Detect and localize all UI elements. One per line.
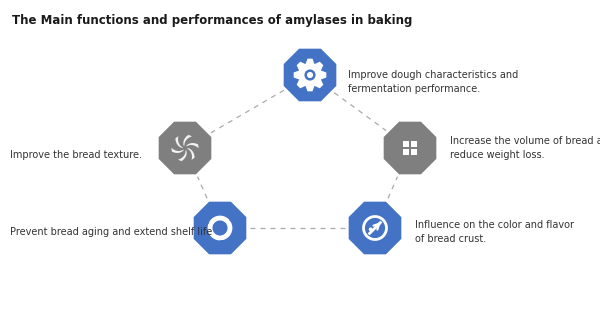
Polygon shape xyxy=(220,235,223,240)
Polygon shape xyxy=(403,149,409,155)
Polygon shape xyxy=(347,200,403,256)
Polygon shape xyxy=(192,200,248,256)
Circle shape xyxy=(304,70,316,81)
Polygon shape xyxy=(157,120,213,176)
Polygon shape xyxy=(208,223,213,226)
Polygon shape xyxy=(411,141,416,147)
Text: Prevent bread aging and extend shelf life: Prevent bread aging and extend shelf lif… xyxy=(10,227,212,237)
Polygon shape xyxy=(178,150,187,161)
Polygon shape xyxy=(172,148,184,153)
Polygon shape xyxy=(186,143,199,148)
Text: Improve the bread texture.: Improve the bread texture. xyxy=(10,150,142,160)
Text: Increase the volume of bread and
reduce weight loss.: Increase the volume of bread and reduce … xyxy=(450,136,600,160)
Text: The Main functions and performances of amylases in baking: The Main functions and performances of a… xyxy=(12,14,412,27)
Polygon shape xyxy=(293,59,326,91)
Polygon shape xyxy=(184,135,192,146)
Circle shape xyxy=(369,227,373,231)
Polygon shape xyxy=(175,136,182,148)
Polygon shape xyxy=(282,47,338,103)
Text: Influence on the color and flavor
of bread crust.: Influence on the color and flavor of bre… xyxy=(415,220,574,244)
Polygon shape xyxy=(382,120,438,176)
Polygon shape xyxy=(411,149,416,155)
Polygon shape xyxy=(187,148,194,160)
Polygon shape xyxy=(225,219,229,223)
Circle shape xyxy=(307,72,313,78)
Text: Improve dough characteristics and
fermentation performance.: Improve dough characteristics and fermen… xyxy=(348,70,518,94)
Polygon shape xyxy=(403,141,409,147)
